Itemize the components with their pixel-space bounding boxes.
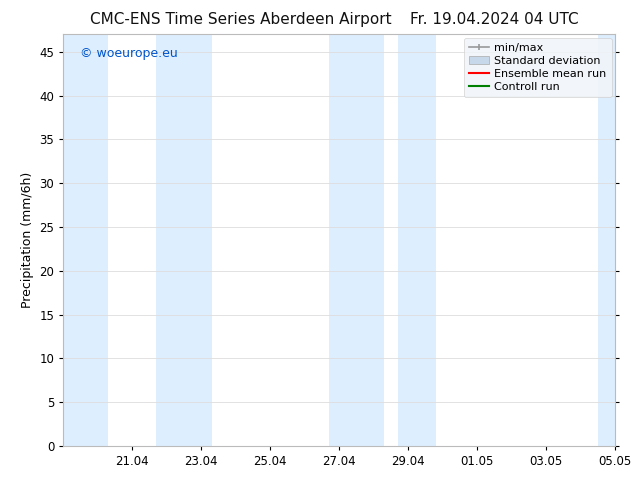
Bar [329, 34, 384, 446]
Legend: min/max, Standard deviation, Ensemble mean run, Controll run: min/max, Standard deviation, Ensemble me… [464, 38, 612, 97]
Text: CMC-ENS Time Series Aberdeen Airport: CMC-ENS Time Series Aberdeen Airport [90, 12, 392, 27]
Y-axis label: Precipitation (mm/6h): Precipitation (mm/6h) [21, 172, 34, 308]
Bar [157, 34, 212, 446]
Bar [598, 34, 615, 446]
Text: Fr. 19.04.2024 04 UTC: Fr. 19.04.2024 04 UTC [410, 12, 579, 27]
Bar [63, 34, 108, 446]
Text: © woeurope.eu: © woeurope.eu [80, 47, 178, 60]
Bar [398, 34, 436, 446]
